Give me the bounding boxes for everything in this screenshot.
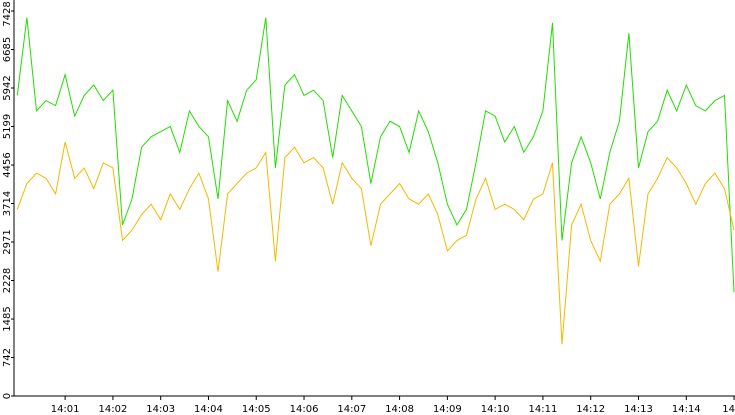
y-tick-label: 5942 (2, 75, 13, 100)
x-tick-label: 14:03 (146, 404, 175, 415)
x-tick-label: 14:06 (290, 404, 319, 415)
y-tick-label: 7428 (2, 1, 13, 26)
y-tick-label: 1485 (2, 306, 13, 331)
x-tick-label: 14:12 (576, 404, 605, 415)
x-tick-label: 14:07 (337, 404, 366, 415)
series-line (16, 141, 735, 345)
x-tick-label: 14:08 (385, 404, 414, 415)
y-tick-label: 0 (2, 393, 13, 399)
y-tick-label: 742 (2, 348, 13, 367)
series-line (16, 17, 735, 293)
y-tick-label: 3714 (2, 191, 13, 216)
x-tick-label: 14:14 (672, 404, 701, 415)
y-tick-label: 4456 (2, 152, 13, 177)
x-tick-label: 14:05 (242, 404, 271, 415)
x-tick-label: 14:10 (481, 404, 510, 415)
x-tick-label: 14:01 (51, 404, 80, 415)
y-tick-label: 2228 (2, 268, 13, 293)
y-tick-label: 6685 (2, 37, 13, 62)
x-tick-label: 14 (722, 404, 735, 415)
x-tick-label: 14:13 (624, 404, 653, 415)
x-tick-label: 14:04 (194, 404, 223, 415)
y-tick-label: 2971 (2, 229, 13, 254)
y-tick-label: 5199 (2, 114, 13, 139)
x-tick-label: 14:09 (433, 404, 462, 415)
x-tick-label: 14:11 (529, 404, 558, 415)
x-tick-label: 14:02 (98, 404, 127, 415)
